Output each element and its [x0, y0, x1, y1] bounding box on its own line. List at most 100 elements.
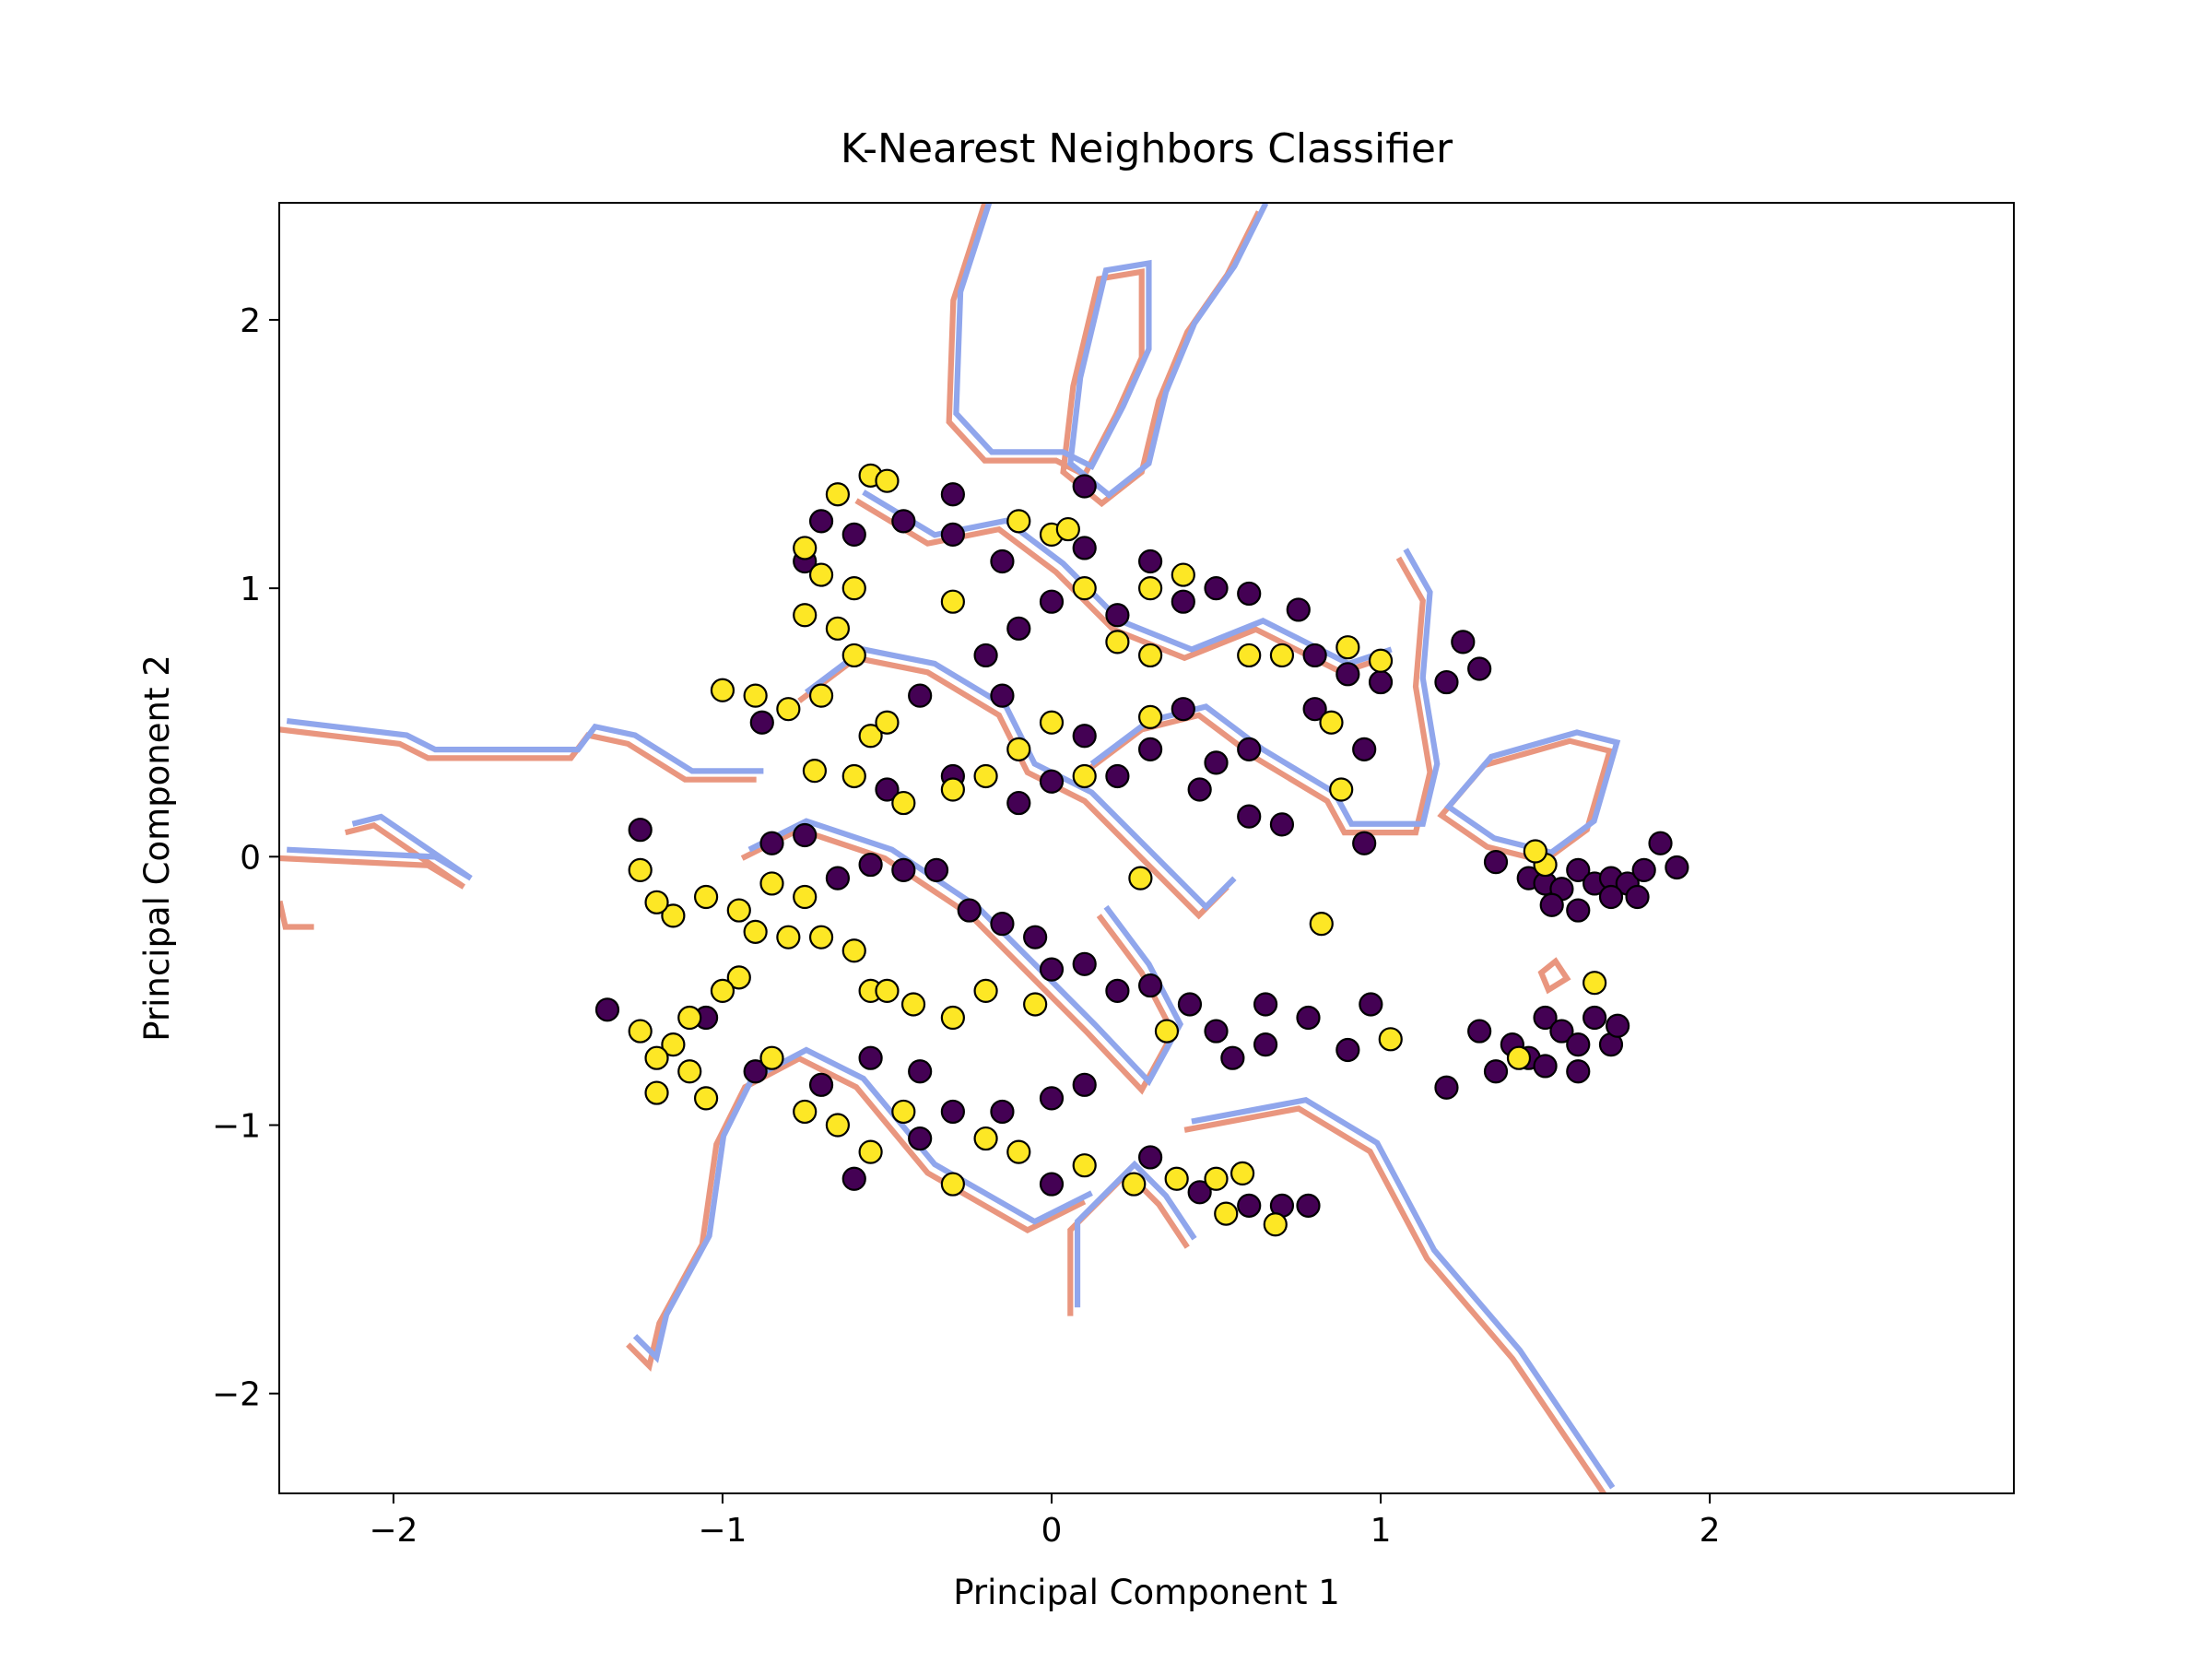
point: [1539, 892, 1564, 917]
point: [841, 1166, 866, 1191]
point: [1138, 576, 1163, 601]
point: [759, 831, 784, 855]
point: [1072, 724, 1097, 749]
y-tick-label: −1: [212, 1107, 261, 1145]
point: [858, 1139, 883, 1164]
point: [628, 857, 653, 882]
point: [858, 724, 883, 749]
points: [594, 463, 1689, 1237]
point: [1138, 973, 1163, 998]
point: [973, 978, 998, 1004]
point: [644, 1045, 669, 1070]
y-tick-label: 1: [240, 571, 261, 608]
point: [1154, 1019, 1180, 1044]
point: [677, 1059, 702, 1084]
point: [1214, 1201, 1239, 1226]
point: [693, 1086, 719, 1111]
point: [1335, 662, 1360, 687]
point: [644, 1080, 669, 1105]
point: [1625, 884, 1650, 910]
point: [940, 589, 965, 614]
point: [1055, 516, 1080, 542]
point: [1171, 589, 1195, 614]
x-tick-label: −1: [698, 1512, 747, 1550]
point: [1039, 957, 1065, 982]
point: [1072, 474, 1097, 499]
point: [1335, 635, 1360, 660]
point: [693, 884, 719, 910]
point: [710, 978, 735, 1004]
point: [710, 678, 735, 702]
point: [1039, 589, 1065, 614]
boundary-contour-upper: [279, 203, 1614, 1493]
point: [908, 1126, 933, 1151]
point: [1171, 697, 1195, 722]
point: [776, 925, 801, 949]
point: [628, 818, 653, 843]
point: [1598, 884, 1624, 910]
point: [825, 616, 851, 641]
point: [1269, 643, 1295, 668]
point: [1368, 669, 1394, 695]
point: [1138, 643, 1163, 668]
point: [793, 822, 818, 848]
point: [1072, 536, 1097, 560]
point: [1072, 763, 1097, 789]
point: [1006, 790, 1031, 816]
point: [677, 1005, 702, 1031]
point: [1237, 804, 1262, 829]
point: [1171, 562, 1195, 587]
point: [825, 866, 851, 890]
point: [990, 1099, 1015, 1125]
point: [1006, 737, 1031, 761]
point: [628, 1019, 653, 1044]
point: [1359, 992, 1383, 1017]
point: [808, 509, 834, 534]
point: [726, 965, 751, 990]
point: [1329, 777, 1354, 802]
point: [1138, 1145, 1163, 1170]
point: [858, 1045, 883, 1070]
point: [858, 852, 883, 878]
point: [891, 790, 916, 816]
point: [940, 522, 965, 548]
point: [1506, 1045, 1532, 1070]
point: [1023, 925, 1048, 949]
point: [1204, 576, 1229, 601]
point: [644, 890, 669, 914]
point: [1204, 1166, 1229, 1191]
point: [875, 978, 900, 1004]
point: [924, 857, 949, 882]
point: [1352, 737, 1377, 761]
point: [908, 1059, 933, 1084]
point: [1606, 1013, 1630, 1038]
point: [743, 919, 768, 944]
y-tick-label: −2: [212, 1376, 261, 1414]
point: [841, 763, 866, 789]
point: [1105, 978, 1130, 1004]
point: [1352, 831, 1377, 855]
point: [841, 643, 866, 668]
chart-title: K-Nearest Neighbors Classifier: [841, 125, 1453, 172]
point: [990, 912, 1015, 937]
point: [1368, 648, 1394, 673]
point: [808, 925, 834, 949]
point: [793, 1099, 818, 1125]
point: [990, 683, 1015, 708]
x-tick-label: 2: [1700, 1512, 1721, 1550]
point: [1302, 643, 1327, 668]
point: [891, 857, 916, 882]
point: [1122, 1172, 1147, 1197]
point: [1105, 603, 1130, 628]
decision-boundary: [279, 203, 1621, 1493]
point: [1483, 850, 1509, 875]
point: [743, 1059, 768, 1084]
point: [1138, 548, 1163, 574]
axes-frame: [278, 202, 2015, 1494]
x-tick-label: −2: [369, 1512, 418, 1550]
point: [1072, 1153, 1097, 1178]
point: [1434, 1075, 1459, 1100]
point: [825, 1113, 851, 1138]
point: [1467, 1019, 1492, 1044]
